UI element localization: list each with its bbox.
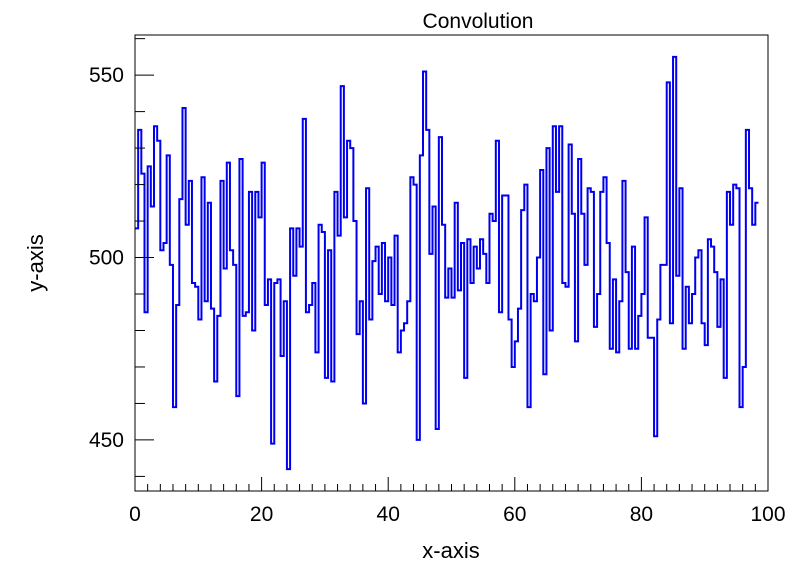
x-tick-label: 20 [250, 503, 273, 526]
x-tick-label: 80 [630, 503, 653, 526]
y-axis-title: y-axis [23, 234, 48, 291]
data-series-line [135, 55, 759, 471]
x-axis: 0 20 40 60 80 100 [129, 477, 786, 526]
x-tick-label: 60 [503, 503, 526, 526]
chart-title: Convolution [423, 10, 534, 33]
x-axis-title: x-axis [422, 538, 479, 563]
data-layer [135, 55, 759, 471]
x-tick-label: 0 [129, 503, 141, 526]
x-tick-label: 100 [750, 503, 785, 526]
y-axis: 450 500 550 [89, 38, 154, 477]
y-tick-label: 500 [89, 247, 124, 270]
x-tick-label: 40 [377, 503, 400, 526]
y-tick-label: 550 [89, 64, 124, 87]
y-tick-label: 450 [89, 429, 124, 452]
